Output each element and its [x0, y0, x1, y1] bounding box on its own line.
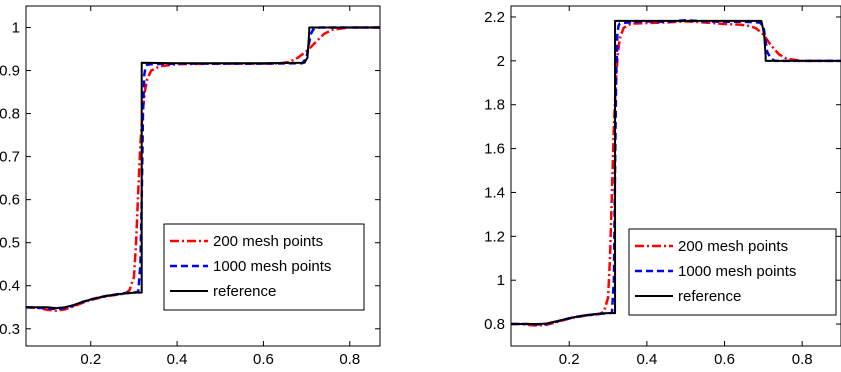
chart-right: 0.2 0.4 0.6 0.8 0.8 1 1.2 1.4 1.6 1.8 2 2.2 200 mesh…	[484, 5, 841, 368]
x-tick-label: 0.4	[636, 351, 657, 368]
legend: 200 mesh points 1000 mesh points reference	[163, 223, 365, 311]
chart-left: 0.2 0.4 0.6 0.8 0.3 0.4 0.5 0.6 0.7 0.8 0.9 1 200 me…	[0, 5, 381, 368]
legend-label: 1000 mesh points	[678, 263, 796, 280]
plot-area	[511, 19, 841, 327]
axes-frame	[510, 5, 841, 347]
y-tick-label: 1.4	[484, 184, 505, 201]
legend-label: 200 mesh points	[213, 233, 323, 250]
x-tick-label: 0.8	[339, 351, 360, 368]
x-tick-label: 0.6	[253, 351, 274, 368]
y-tick-label: 0.3	[0, 321, 20, 338]
plot-area	[26, 26, 380, 312]
legend-label: reference	[213, 283, 276, 300]
y-tick-label: 0.5	[0, 235, 20, 252]
y-tick-label: 0.9	[0, 63, 20, 80]
y-tick-label: 2	[497, 53, 505, 70]
y-tick-label: 0.6	[0, 192, 20, 209]
legend-label: 200 mesh points	[678, 238, 788, 255]
series-line-200-mesh-points	[511, 20, 841, 327]
y-tick-label: 1	[12, 20, 20, 37]
legend: 200 mesh points 1000 mesh points reference	[628, 228, 837, 316]
x-tick-label: 0.4	[167, 351, 188, 368]
y-tick-label: 0.4	[0, 278, 20, 295]
series-line-reference	[511, 19, 841, 326]
y-tick-label: 0.7	[0, 149, 20, 166]
x-tick-label: 0.2	[80, 351, 101, 368]
x-tick-label: 0.2	[559, 351, 580, 368]
y-tick-label: 0.8	[484, 316, 505, 333]
y-tick-label: 0.8	[0, 106, 20, 123]
legend-label: reference	[678, 288, 741, 305]
y-tick-label: 1	[497, 272, 505, 289]
y-tick-label: 2.2	[484, 9, 505, 26]
series-line-reference	[26, 26, 380, 310]
axes-frame	[25, 5, 381, 347]
legend-label: 1000 mesh points	[213, 258, 331, 275]
y-tick-label: 1.2	[484, 228, 505, 245]
legend-box	[163, 223, 365, 311]
x-tick-label: 0.8	[792, 351, 813, 368]
series-line-200-mesh-points	[26, 26, 380, 312]
y-tick-label: 1.8	[484, 97, 505, 114]
x-tick-label: 0.6	[714, 351, 735, 368]
y-tick-label: 1.6	[484, 141, 505, 158]
series-line-1000-mesh-points	[26, 26, 380, 311]
